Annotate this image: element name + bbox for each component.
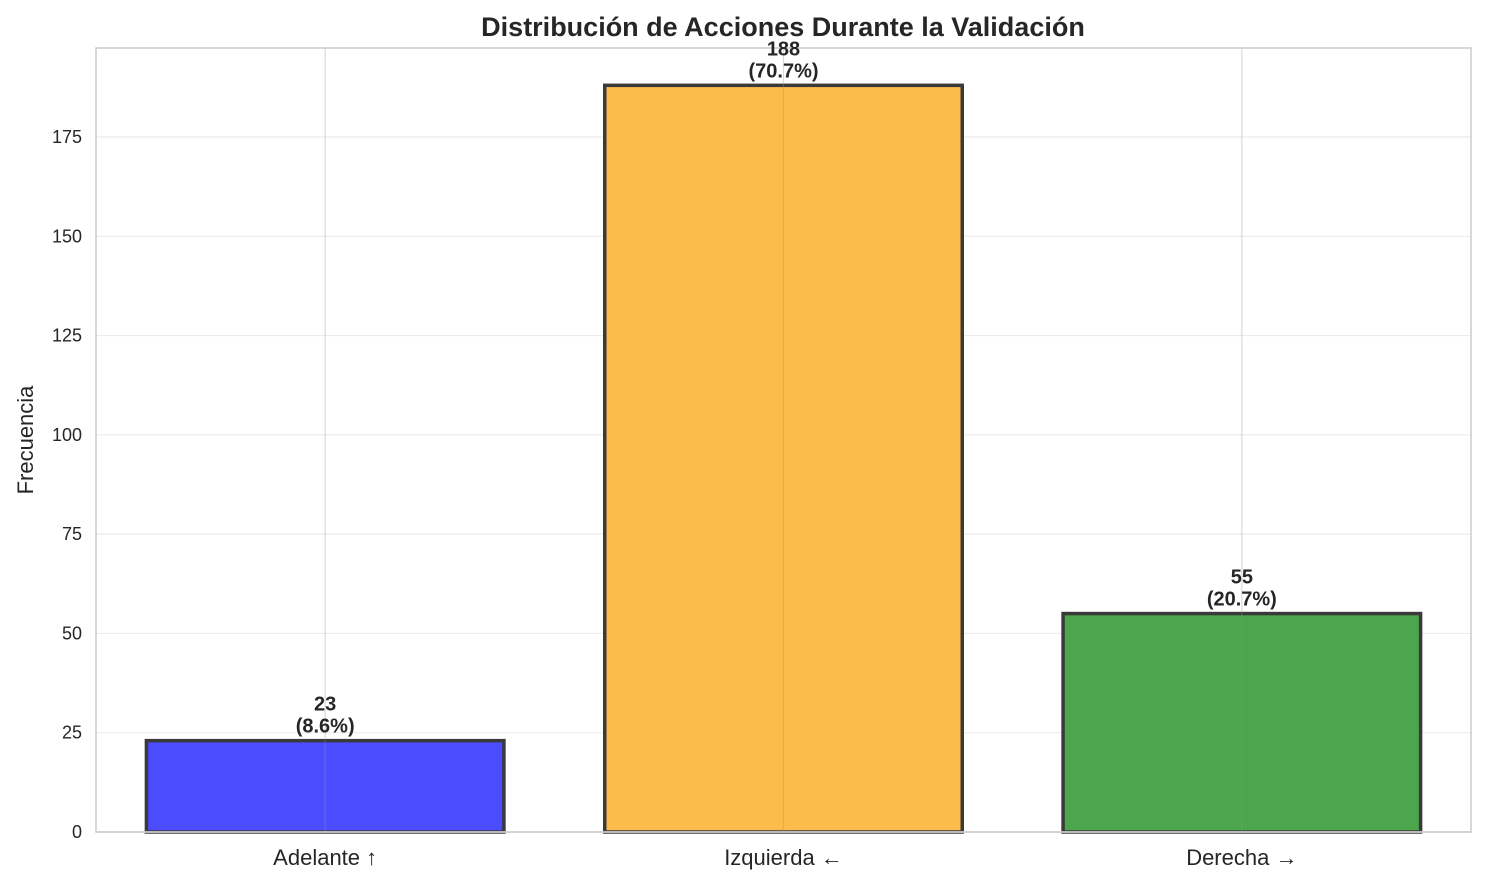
data-label-value: 55 bbox=[1231, 567, 1253, 589]
data-label-percent: (70.7%) bbox=[748, 60, 818, 82]
y-axis-ticks: 0 25 50 75 100 125 150 175 bbox=[52, 127, 82, 842]
chart-title: Distribución de Acciones Durante la Vali… bbox=[481, 12, 1085, 42]
data-label-value: 23 bbox=[314, 694, 336, 716]
data-labels: 23(8.6%) 188(70.7%) 55(20.7%) bbox=[296, 38, 1277, 737]
x-axis-ticks: Adelante ↑ Izquierda ← Derecha → bbox=[273, 845, 1297, 870]
y-tick-label: 50 bbox=[62, 623, 82, 643]
y-axis-label: Frecuencia bbox=[13, 385, 38, 495]
x-tick-label: Adelante ↑ bbox=[273, 845, 377, 870]
y-tick-label: 175 bbox=[52, 127, 82, 147]
y-tick-label: 100 bbox=[52, 425, 82, 445]
bar bbox=[144, 738, 506, 834]
y-tick-label: 0 bbox=[72, 822, 82, 842]
y-tick-label: 75 bbox=[62, 524, 82, 544]
data-label-percent: (8.6%) bbox=[296, 716, 355, 738]
vertical-gridlines bbox=[324, 48, 1243, 832]
bar bbox=[603, 83, 964, 834]
x-tick-label: Derecha → bbox=[1186, 845, 1297, 870]
y-tick-label: 25 bbox=[62, 723, 82, 743]
x-tick-label: Izquierda ← bbox=[724, 845, 843, 870]
y-tick-label: 150 bbox=[52, 226, 82, 246]
data-label-value: 188 bbox=[767, 38, 800, 60]
data-label-percent: (20.7%) bbox=[1207, 589, 1277, 611]
y-tick-label: 125 bbox=[52, 326, 82, 346]
